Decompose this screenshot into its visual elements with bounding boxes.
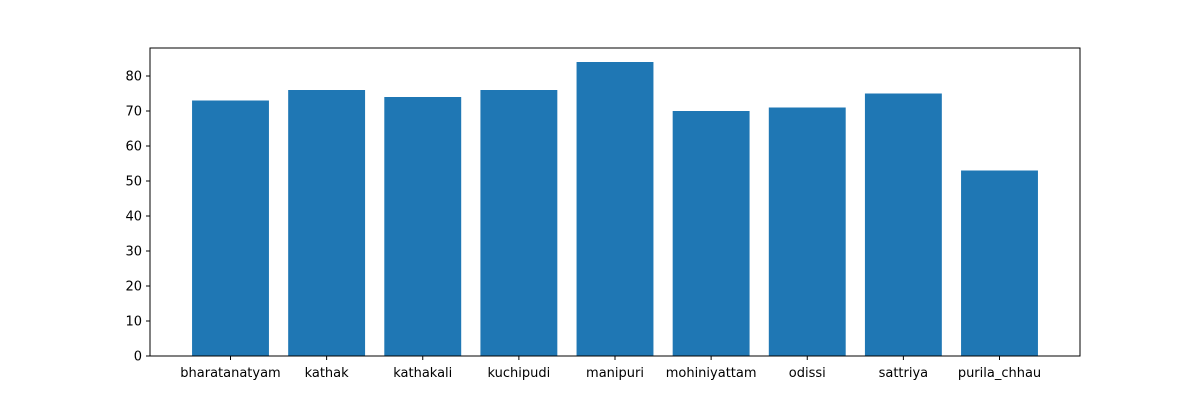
y-tick-label: 60: [125, 140, 142, 155]
y-axis: 0 10 20 30 40 50 60 70 80: [125, 70, 150, 365]
bar-odissi: [768, 107, 846, 356]
bar-kathak: [288, 90, 366, 356]
y-tick-label: 50: [125, 175, 142, 190]
bar-purila_chhau: [961, 170, 1038, 356]
bar-manipuri: [576, 62, 654, 356]
y-tick-label: 0: [134, 350, 142, 365]
plot-frame: [149, 47, 1081, 357]
y-tick-label: 70: [125, 105, 142, 120]
y-tick-label: 40: [125, 210, 142, 225]
x-tick-label: mohiniyattam: [666, 366, 757, 381]
y-tick-label: 30: [125, 245, 142, 260]
x-tick-label: kathakali: [393, 366, 452, 381]
x-tick-label: sattriya: [879, 366, 929, 381]
y-tick-label: 10: [125, 315, 142, 330]
bar-kathakali: [384, 97, 462, 356]
x-tick-label: kuchipudi: [488, 366, 551, 381]
bar-bharatanatyam: [192, 100, 269, 356]
x-tick-label: bharatanatyam: [180, 366, 280, 381]
bar-mohiniyattam: [672, 111, 750, 356]
x-tick-label: odissi: [789, 366, 826, 381]
x-axis: bharatanatyam kathak kathakali kuchipudi man…: [180, 356, 1041, 381]
bar-kuchipudi: [480, 90, 558, 356]
x-tick-label: manipuri: [586, 366, 644, 381]
x-tick-label: purila_chhau: [958, 366, 1041, 381]
x-tick-label: kathak: [305, 366, 350, 381]
y-tick-label: 80: [125, 70, 142, 85]
bars-layer: [192, 62, 1038, 356]
bar-sattriya: [864, 93, 942, 356]
y-tick-label: 20: [125, 280, 142, 295]
